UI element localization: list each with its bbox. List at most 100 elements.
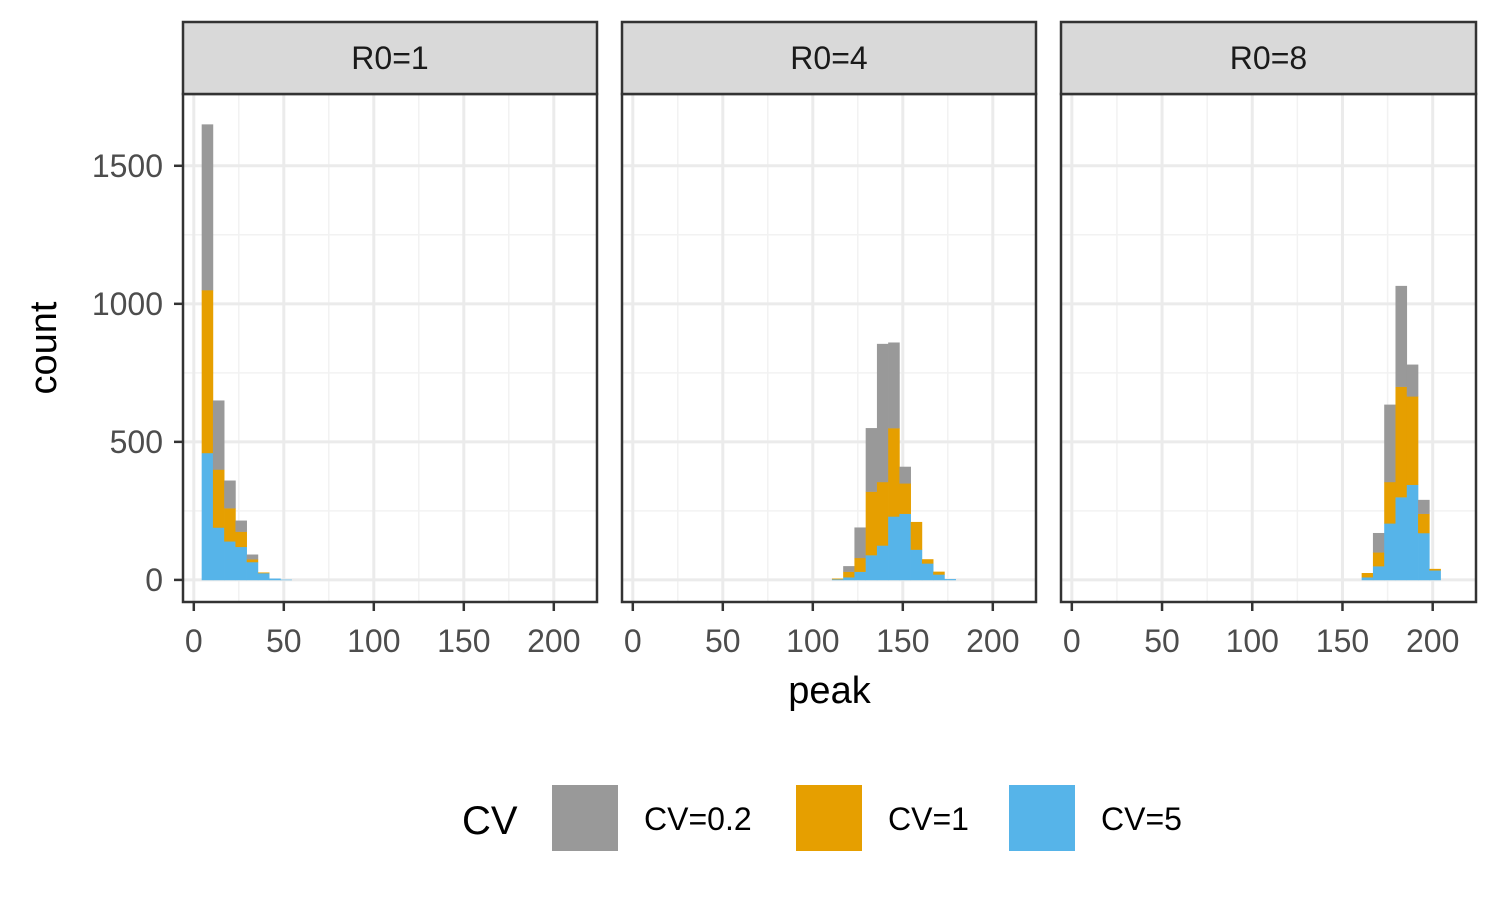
bar-cv-1-bin-1 [843,571,855,578]
bar-cv-0-2-bin-3 [1395,285,1408,387]
bar-cv-5-bin-2 [224,541,236,581]
x-tick-label: 200 [527,623,580,659]
bar-cv-0-2-bin-2 [854,527,866,559]
legend-label: CV=0.2 [644,801,752,837]
x-tick-label: 0 [185,623,203,659]
bar-cv-5-bin-1 [212,527,225,581]
legend-key-cv-0-2 [552,785,618,851]
x-tick-label: 150 [437,623,490,659]
panel-background [622,94,1036,602]
y-tick-label: 1500 [92,148,163,184]
bar-cv-0-2-bin-3 [865,428,878,492]
bar-cv-1-bin-6 [899,483,911,514]
x-tick-label: 100 [347,623,400,659]
facet-strip-label: R0=8 [1230,40,1307,76]
bar-cv-1-bin-7 [910,521,923,550]
bar-cv-0-2-bin-4 [876,343,889,483]
x-tick-label: 200 [1406,623,1459,659]
facet-strip-label: R0=1 [351,40,428,76]
bar-cv-1-bin-0 [831,578,844,580]
legend-label: CV=5 [1101,801,1182,837]
bar-cv-1-bin-3 [1395,386,1408,498]
bar-cv-0-2-bin-1 [1372,532,1385,553]
bar-cv-1-bin-3 [865,491,878,556]
bar-cv-0-2-bin-0 [201,124,214,291]
bar-cv-1-bin-9 [933,571,945,575]
bar-cv-0-2-bin-1 [212,400,225,470]
bar-cv-1-bin-2 [224,508,236,542]
bar-cv-1-bin-4 [246,559,259,563]
bar-cv-1-bin-2 [1384,481,1396,524]
y-tick-label: 1000 [92,286,163,322]
bar-cv-5-bin-5 [257,573,270,581]
legend-label: CV=1 [888,801,969,837]
bar-cv-5-bin-1 [1372,566,1385,581]
bar-cv-1-bin-5 [1418,513,1430,534]
bar-cv-5-bin-6 [269,578,281,581]
y-axis-title: count [23,301,65,394]
bar-cv-5-bin-6 [1429,570,1441,581]
bar-cv-0-2-bin-4 [1406,364,1419,397]
x-tick-label: 150 [876,623,929,659]
facet-panel-2: R0=4 0 50 100 150 200 [620,20,1038,659]
bar-cv-5-bin-8 [921,563,934,581]
bar-cv-0-2-bin-1 [843,566,855,572]
bar-cv-1-bin-2 [854,557,866,572]
bar-cv-1-bin-1 [212,469,225,528]
bar-cv-5-bin-0 [1361,577,1374,581]
bar-cv-5-bin-2 [1384,523,1396,581]
x-tick-label: 0 [624,623,642,659]
y-tick-label: 500 [110,424,163,460]
bar-cv-1-bin-8 [921,559,934,564]
facet-panel-1: R0=1 0 50 100 150 200 0 500 1000 1500 [92,20,599,659]
legend-title: CV [462,799,518,843]
x-tick-label: 50 [266,623,302,659]
bar-cv-5-bin-1 [843,577,855,581]
bar-cv-0-2-bin-6 [899,466,911,484]
bar-cv-5-bin-6 [899,513,911,581]
x-tick-label: 100 [786,623,839,659]
bar-cv-1-bin-4 [1406,396,1419,485]
panel-background [183,94,597,602]
bar-cv-1-bin-6 [1429,568,1441,571]
bar-cv-5-bin-9 [933,574,945,581]
bar-cv-5-bin-3 [1395,497,1408,581]
bar-cv-5-bin-2 [854,571,866,581]
legend: CV CV=0.2 CV=1 CV=5 [462,785,1182,851]
bar-cv-0-2-bin-4 [246,554,259,560]
bar-cv-5-bin-4 [1406,484,1419,581]
x-tick-label: 50 [1144,623,1180,659]
bar-cv-5-bin-3 [235,546,247,581]
bar-cv-1-bin-4 [876,481,889,546]
bar-cv-5-bin-0 [831,579,844,581]
x-tick-label: 150 [1316,623,1369,659]
facet-strip-label: R0=4 [790,40,867,76]
x-tick-label: 50 [705,623,741,659]
bar-cv-5-bin-0 [201,452,214,581]
bar-cv-0-2-bin-2 [224,480,236,509]
facet-strip [620,20,1038,96]
bar-cv-5-bin-5 [888,516,900,581]
bar-cv-1-bin-3 [235,531,247,548]
bar-cv-5-bin-10 [944,579,956,581]
legend-key-cv-5 [1009,785,1075,851]
bar-cv-0-2-bin-5 [1418,499,1430,514]
bar-cv-5-bin-5 [1418,532,1430,581]
bar-cv-1-bin-5 [257,572,270,574]
bar-cv-1-bin-0 [201,290,214,454]
bar-cv-0-2-bin-3 [235,520,247,532]
bar-cv-1-bin-5 [888,428,900,517]
bar-cv-5-bin-7 [910,549,923,581]
x-tick-label: 200 [966,623,1019,659]
bar-cv-0-2-bin-5 [888,342,900,429]
bar-cv-1-bin-1 [1372,552,1385,567]
legend-key-cv-1 [796,785,862,851]
bar-cv-1-bin-0 [1361,573,1374,578]
bar-cv-0-2-bin-2 [1384,404,1396,483]
bar-cv-5-bin-3 [865,555,878,581]
facet-strip [1059,20,1478,96]
bar-cv-5-bin-4 [246,561,259,581]
x-axis-title: peak [788,670,871,712]
bar-cv-5-bin-7 [280,579,292,581]
